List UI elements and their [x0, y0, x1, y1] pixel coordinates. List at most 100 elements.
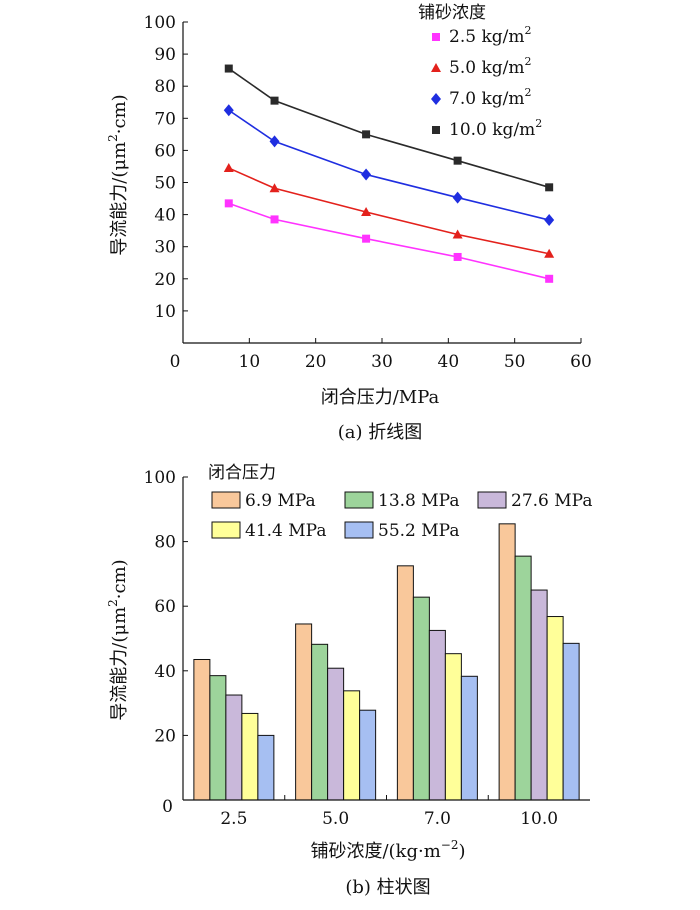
- bar-chart-x-ticks: 2.5 5.0 7.0 10.0: [220, 795, 558, 829]
- data-point: [270, 96, 279, 105]
- data-point: [361, 207, 372, 217]
- line-chart-y-label: 导流能力/(μm2·cm): [106, 94, 130, 255]
- data-point: [544, 248, 555, 258]
- line-legend-item: 5.0 kg/m2: [431, 55, 531, 78]
- legend-label: 10.0 kg/m2: [449, 117, 542, 140]
- legend-swatch: [344, 491, 374, 509]
- line-x-tick-label: 40: [438, 352, 460, 372]
- bar: [460, 675, 478, 801]
- bar: [241, 712, 259, 801]
- legend-label: 55.2 MPa: [378, 521, 459, 541]
- legend-marker: [431, 63, 441, 72]
- data-point: [361, 168, 372, 181]
- line-y-tick-label: 20: [154, 270, 176, 290]
- bar-y-tick-label: 0: [162, 797, 173, 817]
- bar: [546, 616, 564, 801]
- line-legend-item: 7.0 kg/m2: [431, 86, 531, 109]
- bar-chart-caption: (b) 柱状图: [345, 877, 430, 898]
- bar-y-tick-label: 60: [154, 597, 176, 617]
- line-chart-x-ticks: 0 10 20 30 40 50 60: [170, 338, 592, 372]
- bar-legend-item: 41.4 MPa: [211, 521, 326, 541]
- legend-label: 6.9 MPa: [245, 491, 316, 511]
- data-point: [224, 199, 233, 208]
- bar: [257, 734, 275, 801]
- bar-chart-y-label: 导流能力/(μm2·cm): [106, 559, 130, 720]
- bar: [562, 642, 580, 801]
- legend-label: 2.5 kg/m2: [449, 24, 531, 47]
- data-point: [223, 104, 234, 117]
- line-x-tick-label: 20: [305, 352, 327, 372]
- data-point: [453, 156, 462, 165]
- line-chart-series: [223, 64, 555, 283]
- line-x-tick-label: 0: [170, 352, 181, 372]
- bar-y-tick-label: 40: [154, 662, 176, 682]
- bar: [359, 709, 377, 801]
- legend-marker: [432, 126, 440, 134]
- line-series-1: [224, 199, 554, 283]
- bar: [444, 653, 462, 801]
- data-point: [452, 191, 463, 204]
- legend-label: 7.0 kg/m2: [449, 86, 531, 109]
- line-chart: 10 20 30 40 50 60 70 80 90 100 0 10 20 30 40 50 60 铺砂浓度…: [106, 3, 592, 443]
- bar-x-tick-label: 10.0: [520, 809, 558, 829]
- legend-swatch: [344, 521, 374, 539]
- data-point: [270, 215, 279, 224]
- bar-group-2.5: [193, 658, 275, 801]
- bar-chart-x-label: 铺砂浓度/(kg·m−2): [310, 838, 465, 862]
- line-series-3: [223, 104, 555, 227]
- legend-label: 5.0 kg/m2: [449, 55, 531, 78]
- line-series-4: [224, 64, 554, 192]
- line-legend-title: 铺砂浓度: [418, 3, 486, 23]
- legend-label: 41.4 MPa: [245, 521, 326, 541]
- data-point: [544, 214, 555, 227]
- line-chart-caption: (a) 折线图: [338, 422, 423, 443]
- bar: [498, 523, 516, 801]
- data-point: [224, 64, 233, 73]
- bar-legend-item: 55.2 MPa: [344, 521, 459, 541]
- bar-legend-title: 闭合压力: [208, 463, 276, 483]
- bar: [428, 629, 446, 801]
- bar-legend-item: 6.9 MPa: [211, 491, 316, 511]
- bar: [209, 675, 227, 801]
- data-point: [223, 163, 234, 173]
- data-point: [362, 234, 371, 243]
- data-point: [545, 274, 554, 283]
- bar-legend-item: 27.6 MPa: [477, 491, 592, 511]
- bar: [193, 658, 211, 801]
- legend-marker: [432, 33, 440, 41]
- line-y-tick-label: 100: [144, 13, 176, 33]
- series-line: [228, 202, 550, 280]
- legend-label: 13.8 MPa: [378, 491, 459, 511]
- line-y-tick-label: 60: [154, 141, 176, 161]
- line-x-tick-label: 50: [504, 352, 526, 372]
- data-point: [362, 130, 371, 139]
- bar: [343, 690, 361, 801]
- bar-x-tick-label: 5.0: [322, 809, 349, 829]
- line-series-2: [223, 163, 555, 258]
- line-x-tick-label: 60: [570, 352, 592, 372]
- line-y-tick-label: 30: [154, 238, 176, 258]
- line-chart-x-label: 闭合压力/MPa: [321, 387, 440, 408]
- bar-chart: 0 20 40 60 80 100 2.5 5.0 7.0 10.0 闭合压力 6.9 MPa 1…: [106, 463, 592, 898]
- bar: [311, 643, 329, 801]
- bar-x-tick-label: 7.0: [424, 809, 451, 829]
- legend-swatch: [211, 491, 241, 509]
- line-legend-item: 2.5 kg/m2: [432, 24, 531, 47]
- bar-chart-legend: 闭合压力 6.9 MPa 13.8 MPa 27.6 MPa 41.4 MPa 55.2…: [208, 463, 592, 541]
- bar-group-7.0: [396, 565, 478, 801]
- bar-chart-bars: [193, 523, 580, 801]
- line-y-tick-label: 50: [154, 174, 176, 194]
- line-y-tick-label: 10: [154, 302, 176, 322]
- data-point: [453, 252, 462, 261]
- line-y-tick-label: 70: [154, 109, 176, 129]
- data-point: [269, 135, 280, 148]
- line-y-tick-label: 40: [154, 206, 176, 226]
- bar-legend-item: 13.8 MPa: [344, 491, 459, 511]
- bar: [396, 565, 414, 801]
- line-y-tick-label: 90: [154, 45, 176, 65]
- bar-y-tick-label: 100: [144, 468, 176, 488]
- legend-label: 27.6 MPa: [511, 491, 592, 511]
- bar-group-10.0: [498, 523, 580, 801]
- bar-y-tick-label: 20: [154, 726, 176, 746]
